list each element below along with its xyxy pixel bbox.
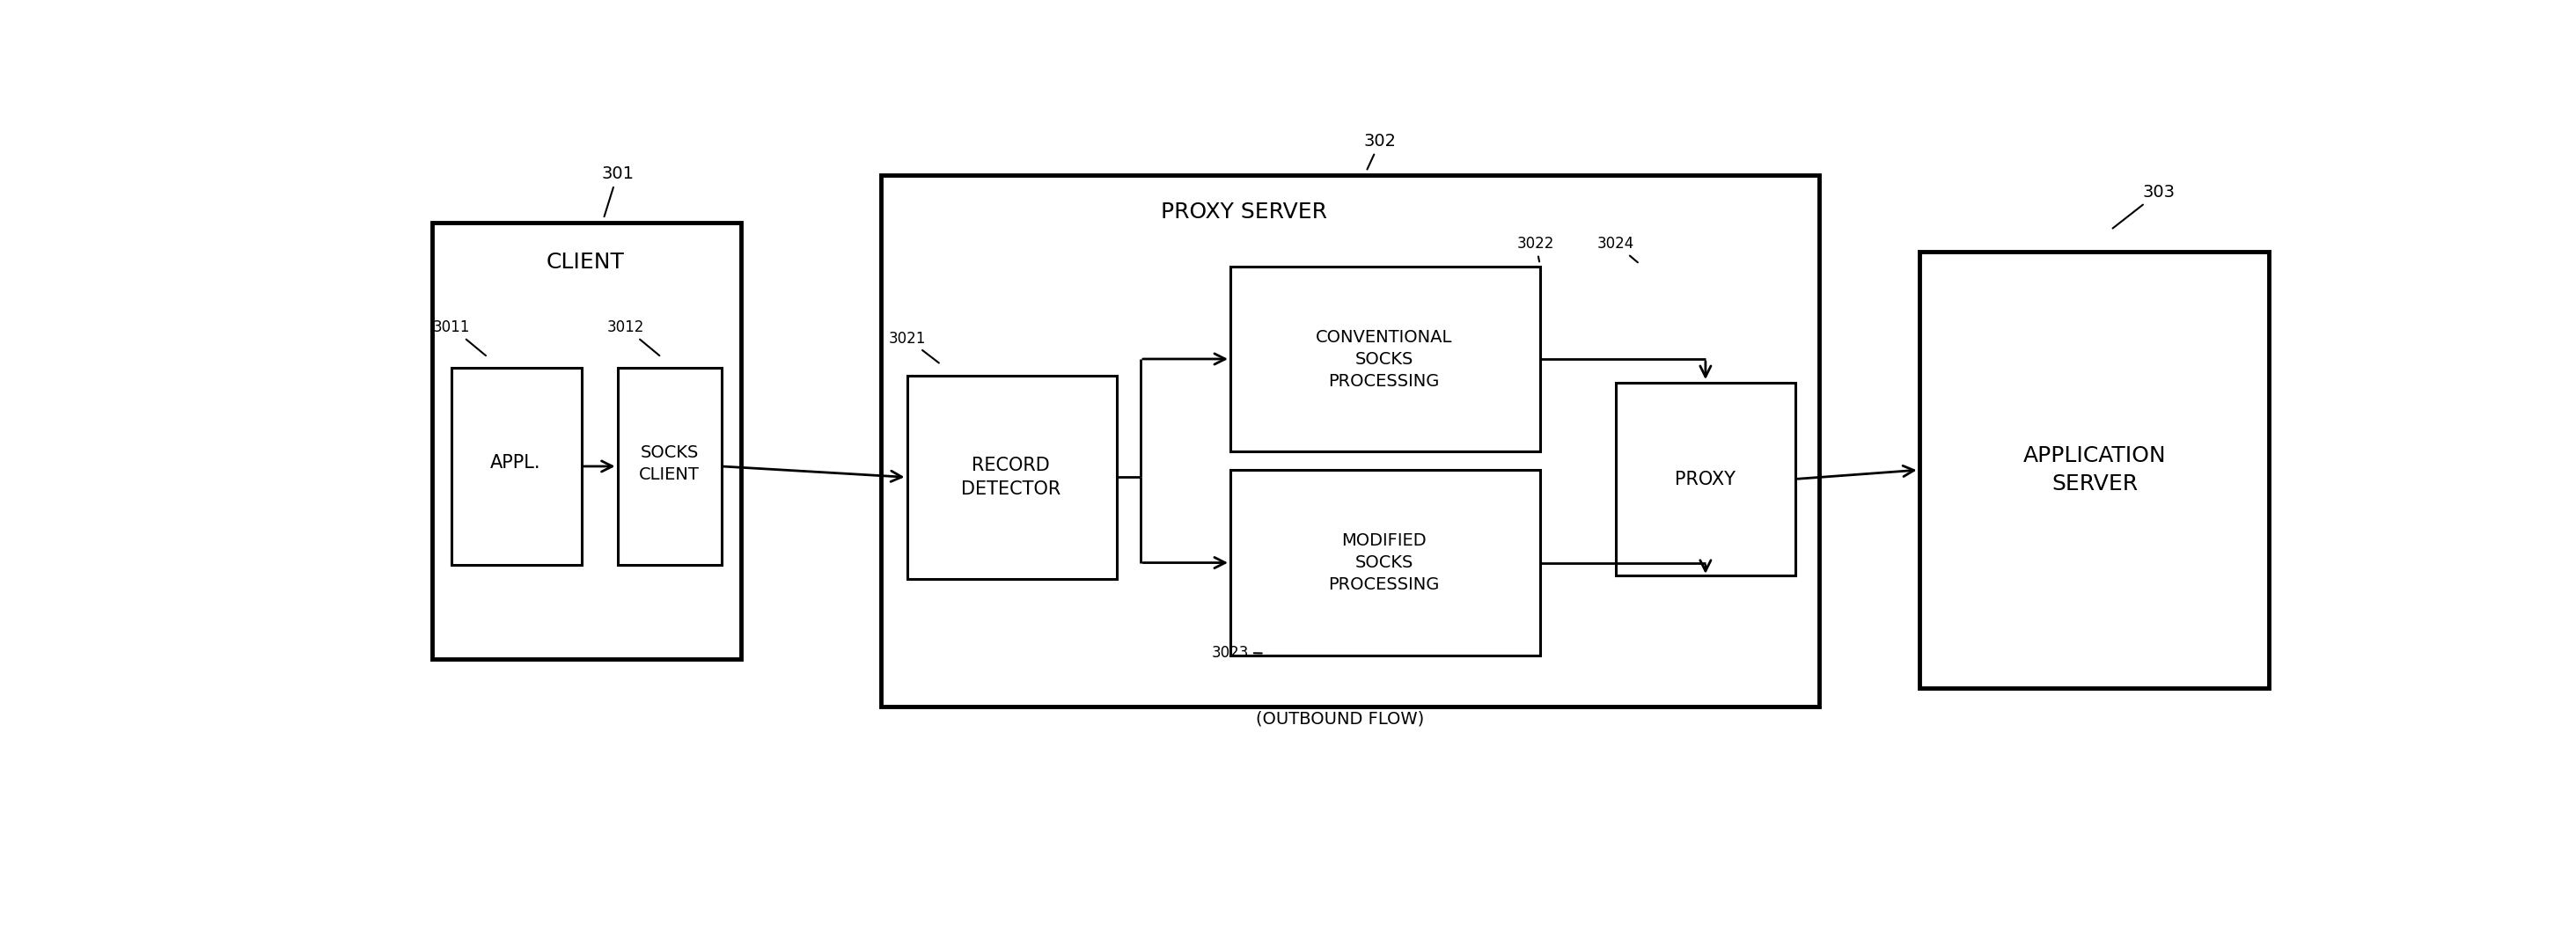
FancyBboxPatch shape	[1231, 266, 1540, 452]
Text: 3022: 3022	[1517, 236, 1553, 262]
FancyBboxPatch shape	[451, 368, 582, 564]
Text: SOCKS
CLIENT: SOCKS CLIENT	[639, 445, 701, 484]
Text: APPL.: APPL.	[489, 454, 541, 472]
Text: MODIFIED
SOCKS
PROCESSING: MODIFIED SOCKS PROCESSING	[1329, 533, 1440, 593]
Text: (OUTBOUND FLOW): (OUTBOUND FLOW)	[1257, 711, 1425, 727]
Text: PROXY: PROXY	[1674, 471, 1736, 489]
Text: 3024: 3024	[1597, 236, 1638, 263]
FancyBboxPatch shape	[907, 375, 1115, 579]
Text: 3011: 3011	[433, 319, 487, 355]
Text: PROXY SERVER: PROXY SERVER	[1162, 201, 1327, 222]
Text: RECORD
DETECTOR: RECORD DETECTOR	[961, 456, 1061, 498]
Text: 3021: 3021	[889, 331, 938, 363]
Text: 3012: 3012	[608, 319, 659, 355]
Text: CLIENT: CLIENT	[546, 252, 623, 273]
Text: 301: 301	[600, 165, 634, 216]
Text: 303: 303	[2112, 184, 2174, 229]
FancyBboxPatch shape	[1919, 251, 2269, 688]
Text: 302: 302	[1363, 133, 1396, 169]
FancyBboxPatch shape	[1231, 470, 1540, 656]
FancyBboxPatch shape	[433, 223, 742, 660]
Text: 3023: 3023	[1211, 644, 1262, 661]
FancyBboxPatch shape	[618, 368, 721, 564]
FancyBboxPatch shape	[881, 175, 1819, 707]
Text: CONVENTIONAL
SOCKS
PROCESSING: CONVENTIONAL SOCKS PROCESSING	[1316, 329, 1453, 389]
Text: APPLICATION
SERVER: APPLICATION SERVER	[2022, 445, 2166, 494]
FancyBboxPatch shape	[1615, 383, 1795, 576]
